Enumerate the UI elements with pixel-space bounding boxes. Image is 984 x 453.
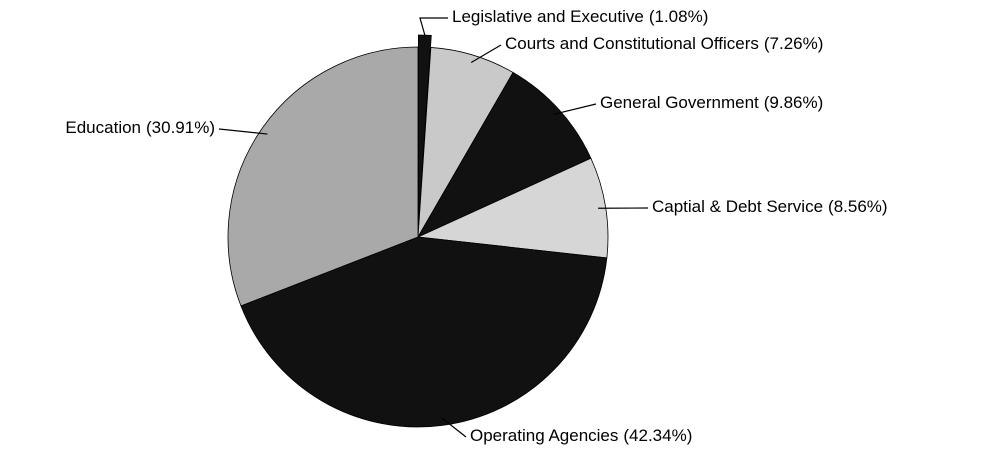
pie-slice — [240, 236, 608, 428]
value-label: (30.91%) — [146, 118, 215, 137]
category-name: Courts and Constitutional Officers — [505, 34, 759, 53]
value-label: (7.26%) — [764, 34, 824, 53]
category-name: Captial & Debt Service — [652, 197, 823, 216]
slice-label: Legislative and Executive (1.08%) — [452, 7, 708, 26]
pie-slice — [418, 34, 432, 226]
leader-line — [218, 128, 268, 135]
slice-label: Captial & Debt Service (8.56%) — [652, 197, 888, 216]
category-name: Education — [65, 118, 141, 137]
value-label: (42.34%) — [623, 426, 692, 445]
pie-slice — [227, 46, 419, 307]
leader-line — [552, 103, 597, 115]
category-name: Operating Agencies — [470, 426, 618, 445]
leader-line — [441, 417, 467, 438]
value-label: (8.56%) — [828, 197, 888, 216]
slice-label: Education (30.91%) — [65, 118, 215, 137]
leader-line — [470, 44, 502, 64]
slice-label: Operating Agencies (42.34%) — [470, 426, 692, 445]
slice-label: Courts and Constitutional Officers (7.26%… — [505, 34, 823, 53]
value-label: (9.86%) — [764, 93, 824, 112]
category-name: Legislative and Executive — [452, 7, 644, 26]
pie-slice — [416, 157, 609, 259]
category-name: General Government — [600, 93, 759, 112]
value-label: (1.08%) — [649, 7, 709, 26]
leader-line — [419, 17, 448, 36]
pie-slice — [417, 71, 592, 238]
slice-label: General Government (9.86%) — [600, 93, 823, 112]
